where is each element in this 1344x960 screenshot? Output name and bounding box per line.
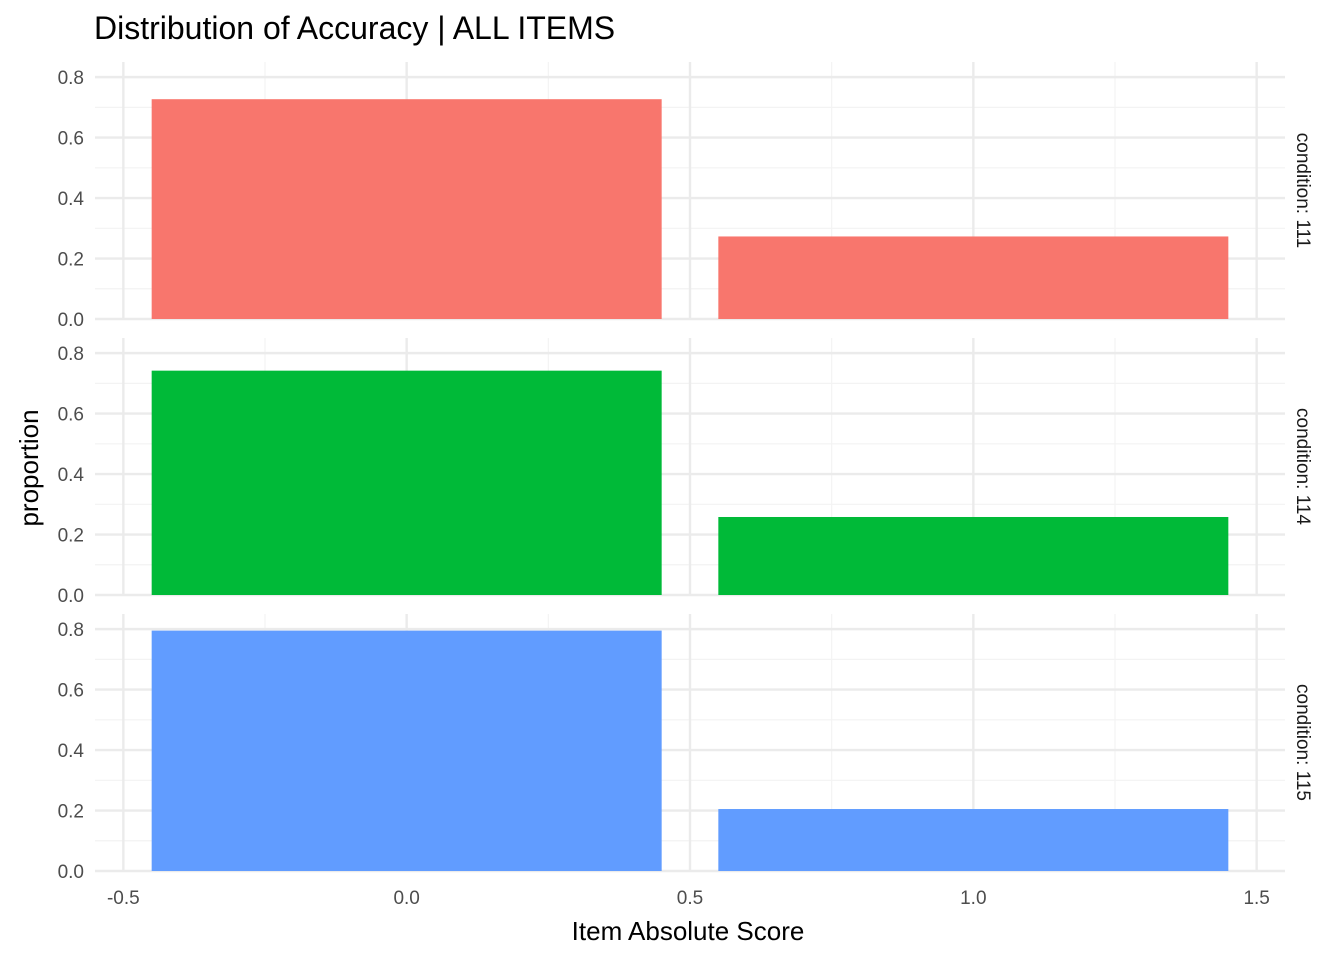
- facet-panel: 0.0 0.2 0.4 0.6 0.8 condition: 111: [58, 62, 1313, 331]
- y-tick-label: 0.6: [58, 681, 84, 702]
- y-tick-label: 0.8: [58, 344, 84, 365]
- y-tick-label: 0.0: [58, 310, 84, 331]
- bar: [151, 370, 662, 595]
- y-tick-label: 0.8: [58, 620, 84, 641]
- y-tick-label: 0.0: [58, 586, 84, 607]
- x-tick-label: 1.5: [1243, 888, 1269, 909]
- x-tick-label: 0.5: [677, 888, 703, 909]
- x-axis: -0.5 0.0 0.5 1.0 1.5: [107, 888, 1270, 909]
- y-tick-label: 0.6: [58, 129, 84, 150]
- y-tick-label: 0.2: [58, 802, 84, 823]
- bar: [718, 236, 1229, 319]
- bar: [718, 809, 1229, 871]
- y-tick-label: 0.6: [58, 405, 84, 426]
- facet-strip-label: condition: 115: [1292, 684, 1313, 801]
- y-axis-label: proportion: [14, 409, 44, 526]
- y-tick-label: 0.0: [58, 862, 84, 883]
- x-tick-label: 1.0: [960, 888, 986, 909]
- x-axis-label: Item Absolute Score: [572, 916, 805, 946]
- y-tick-label: 0.4: [58, 189, 85, 210]
- y-tick-label: 0.2: [58, 250, 84, 271]
- x-tick-label: -0.5: [107, 888, 140, 909]
- x-tick-label: 0.0: [393, 888, 419, 909]
- y-tick-label: 0.2: [58, 526, 84, 547]
- facet-strip-label: condition: 114: [1292, 408, 1313, 525]
- bar: [718, 516, 1229, 595]
- chart-title: Distribution of Accuracy | ALL ITEMS: [94, 10, 615, 46]
- facet-panel: 0.0 0.2 0.4 0.6 0.8 condition: 114: [58, 338, 1313, 607]
- facet-panel: 0.0 0.2 0.4 0.6 0.8 condition: 115: [58, 614, 1313, 883]
- y-tick-label: 0.4: [58, 741, 85, 762]
- bar: [151, 630, 662, 871]
- y-tick-label: 0.8: [58, 68, 84, 89]
- y-tick-label: 0.4: [58, 465, 85, 486]
- facet-strip-label: condition: 111: [1292, 133, 1313, 249]
- bar: [151, 99, 662, 319]
